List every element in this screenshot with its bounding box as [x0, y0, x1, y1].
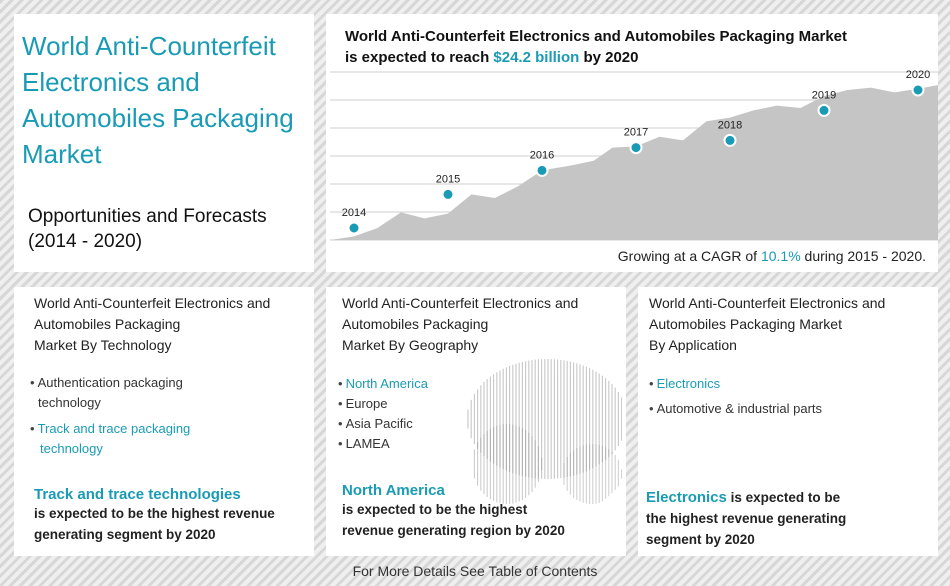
- cagr-suffix: during 2015 - 2020.: [800, 248, 926, 264]
- technology-panel: World Anti-Counterfeit Electronics and A…: [14, 287, 314, 556]
- list-item-text: Authentication packaging: [37, 375, 183, 390]
- list-item: • Electronics: [649, 374, 822, 394]
- application-list: • Electronics • Automotive & industrial pa…: [649, 374, 822, 424]
- bullet-icon: •: [338, 376, 343, 391]
- geography-title-line: Automobiles Packaging: [342, 316, 489, 332]
- year-label-2020: 2020: [906, 69, 930, 81]
- footer-link[interactable]: For More Details See Table of Contents: [352, 563, 598, 579]
- bullet-icon: •: [649, 401, 654, 416]
- year-label-2015: 2015: [436, 173, 460, 185]
- bullet-icon: •: [649, 376, 654, 391]
- data-point-2017: [629, 141, 643, 155]
- callout-first-line: Electronics is expected to be: [646, 487, 916, 508]
- year-label-2019: 2019: [812, 89, 836, 101]
- data-point-2016: [535, 163, 549, 177]
- chart-heading: World Anti-Counterfeit Electronics and A…: [345, 26, 847, 68]
- geography-panel: World Anti-Counterfeit Electronics and A…: [326, 287, 626, 556]
- bullet-icon: •: [30, 375, 35, 390]
- list-item-text: North America: [345, 376, 428, 391]
- list-item: • Track and trace packaging technology: [30, 419, 290, 459]
- list-item-text: Asia Pacific: [345, 416, 413, 431]
- data-point-2019: [817, 103, 831, 117]
- chart-heading-prefix: is expected to reach: [345, 49, 494, 66]
- year-label-2017: 2017: [624, 127, 648, 139]
- chart-heading-value: $24.2 billion: [493, 49, 580, 66]
- list-item-text: LAMEA: [345, 436, 390, 451]
- callout-line: generating segment by 2020: [34, 527, 216, 542]
- callout-highlight: Electronics: [646, 489, 727, 506]
- list-item: • LAMEA: [338, 434, 428, 454]
- list-item: • Asia Pacific: [338, 414, 428, 434]
- year-label-2018: 2018: [718, 119, 742, 131]
- list-item: • Europe: [338, 394, 428, 414]
- data-point-2014: [347, 221, 361, 235]
- page-title: World Anti-Counterfeit Electronics and A…: [22, 31, 294, 169]
- geography-title-line: World Anti-Counterfeit Electronics and: [342, 295, 579, 311]
- title-panel: World Anti-Counterfeit Electronics and A…: [14, 14, 314, 272]
- chart-heading-line2: is expected to reach $24.2 billion by 20…: [345, 47, 847, 68]
- cagr-prefix: Growing at a CAGR of: [617, 248, 761, 264]
- cagr-value: 10.1%: [760, 248, 801, 264]
- callout-highlight: North America: [342, 482, 445, 499]
- list-item: • North America: [338, 374, 428, 394]
- market-area: [330, 85, 938, 240]
- list-item-text: technology: [38, 395, 101, 410]
- chart-heading-line1: World Anti-Counterfeit Electronics and A…: [345, 28, 848, 45]
- geography-callout: North America is expected to be the high…: [342, 482, 612, 541]
- callout-line: revenue generating region by 2020: [342, 523, 565, 538]
- application-callout: Electronics is expected to be the highes…: [646, 487, 916, 550]
- year-label-2014: 2014: [342, 207, 366, 219]
- list-item-text: Europe: [345, 396, 388, 411]
- callout-suffix: is expected to be: [726, 490, 841, 505]
- list-item-text: technology: [40, 441, 103, 456]
- technology-list: • Authentication packaging technology • Tra…: [30, 373, 290, 465]
- cagr-statement: Growing at a CAGR of 10.1% during 2015 -…: [618, 248, 926, 264]
- application-title-line: By Application: [649, 337, 737, 353]
- application-panel: World Anti-Counterfeit Electronics and A…: [638, 287, 938, 556]
- geography-list: • North America • Europe • Asia Pacific • LA…: [338, 374, 428, 454]
- market-growth-chart: 2014 2015 2016 2017 2018 2019 2020: [330, 69, 938, 241]
- callout-line: the highest revenue generating: [646, 511, 847, 526]
- application-title: World Anti-Counterfeit Electronics and A…: [649, 293, 928, 356]
- chart-panel: 2014 2015 2016 2017 2018 2019 2020 World Anti-…: [326, 14, 938, 272]
- application-title-line: Automobiles Packaging Market: [649, 316, 842, 332]
- callout-highlight: Track and trace technologies: [34, 486, 241, 503]
- list-item: • Authentication packaging technology: [30, 373, 290, 413]
- data-point-2018: [723, 133, 737, 147]
- globe-icon: [467, 359, 622, 504]
- data-point-2015: [441, 187, 455, 201]
- application-title-line: World Anti-Counterfeit Electronics and: [649, 295, 886, 311]
- bullet-icon: •: [338, 396, 343, 411]
- callout-line: segment by 2020: [646, 532, 755, 547]
- callout-line: is expected to be the highest: [342, 502, 528, 517]
- data-point-2020: [911, 83, 925, 97]
- bullet-icon: •: [338, 436, 343, 451]
- geography-title-line: Market By Geography: [342, 337, 479, 353]
- list-item: • Automotive & industrial parts: [649, 399, 822, 419]
- technology-title-line: World Anti-Counterfeit Electronics and: [34, 295, 271, 311]
- geography-title: World Anti-Counterfeit Electronics and A…: [342, 293, 616, 356]
- list-item-text: Automotive & industrial parts: [656, 401, 823, 416]
- year-label-2016: 2016: [530, 149, 554, 161]
- list-item-text: Electronics: [656, 376, 721, 391]
- technology-title-line: Market By Technology: [34, 337, 172, 353]
- chart-heading-suffix: by 2020: [579, 49, 639, 66]
- technology-title: World Anti-Counterfeit Electronics and A…: [34, 293, 304, 356]
- technology-callout: Track and trace technologies is expected…: [34, 486, 304, 545]
- page-subtitle: Opportunities and Forecasts (2014 - 2020…: [28, 206, 267, 252]
- list-item-text: Track and trace packaging: [37, 421, 191, 436]
- bullet-icon: •: [338, 416, 343, 431]
- callout-line: is expected to be the highest revenue: [34, 506, 275, 521]
- bullet-icon: •: [30, 421, 35, 436]
- technology-title-line: Automobiles Packaging: [34, 316, 181, 332]
